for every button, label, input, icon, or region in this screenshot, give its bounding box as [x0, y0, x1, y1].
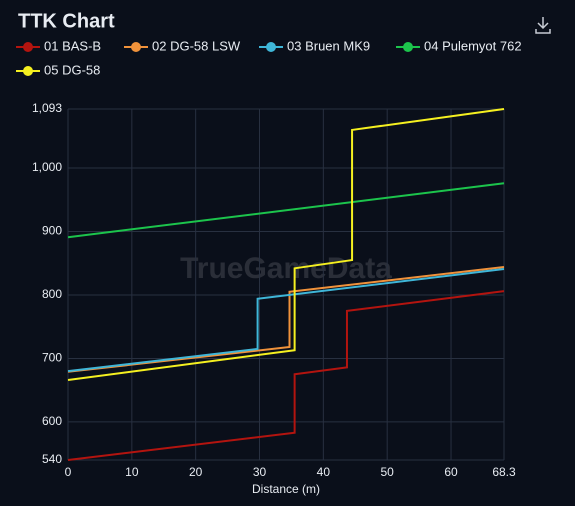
y-tick-label: 600: [42, 414, 62, 428]
x-tick-label: 40: [317, 465, 331, 479]
x-tick-label: 30: [253, 465, 267, 479]
legend-label: 01 BAS-B: [44, 38, 101, 53]
download-button[interactable]: [535, 17, 551, 34]
chart-title: TTK Chart: [18, 10, 115, 32]
y-tick-label: 540: [42, 452, 62, 466]
x-tick-label: 20: [189, 465, 203, 479]
watermark: TrueGameData: [180, 252, 392, 285]
y-tick-label: 800: [42, 287, 62, 301]
series-line: [67, 266, 505, 373]
x-tick-label: 68.3: [492, 465, 516, 479]
series-line: [67, 108, 505, 382]
x-tick-label: 50: [381, 465, 395, 479]
series-line: [67, 267, 505, 373]
x-tick-label: 0: [65, 465, 72, 479]
legend-marker: [131, 42, 141, 52]
legend-label: 05 DG-58: [44, 62, 100, 77]
x-tick-label: 10: [125, 465, 139, 479]
y-tick-label: 1,093: [32, 101, 62, 115]
y-tick-label: 1,000: [32, 160, 62, 174]
legend-label: 02 DG-58 LSW: [152, 38, 241, 53]
legend-marker: [403, 42, 413, 52]
x-axis-label: Distance (m): [252, 482, 320, 496]
series-line: [67, 182, 505, 239]
legend-marker: [23, 42, 33, 52]
y-tick-label: 700: [42, 351, 62, 365]
legend-marker: [266, 42, 276, 52]
legend-marker: [23, 66, 33, 76]
legend-label: 04 Pulemyot 762: [424, 38, 522, 53]
legend-label: 03 Bruen MK9: [287, 38, 370, 53]
x-tick-label: 60: [444, 465, 458, 479]
y-tick-label: 900: [42, 224, 62, 238]
download-icon[interactable]: [535, 17, 551, 34]
series-line: [67, 290, 505, 461]
